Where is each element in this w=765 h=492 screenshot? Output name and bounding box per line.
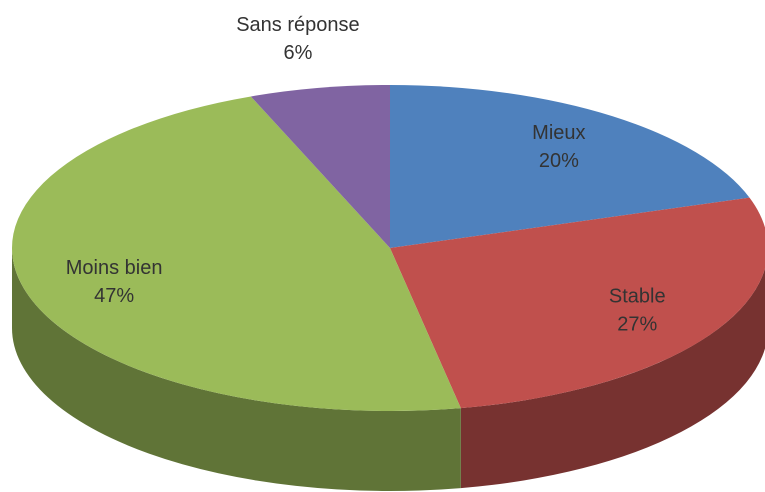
slice [390, 197, 765, 409]
slice-value: 20% [539, 150, 579, 172]
slice [12, 96, 461, 411]
slice-value: 6% [283, 42, 312, 64]
slice-label: Stable [609, 285, 666, 307]
slice [250, 85, 390, 248]
slice-side [12, 248, 461, 492]
slice-label: Sans réponse [236, 14, 359, 36]
slice-value: 47% [94, 285, 134, 307]
slice-value: 27% [617, 313, 657, 335]
slice-label: Moins bien [66, 257, 163, 279]
slice [390, 85, 750, 248]
slice-side [460, 268, 765, 489]
slice-label: Mieux [532, 122, 585, 144]
